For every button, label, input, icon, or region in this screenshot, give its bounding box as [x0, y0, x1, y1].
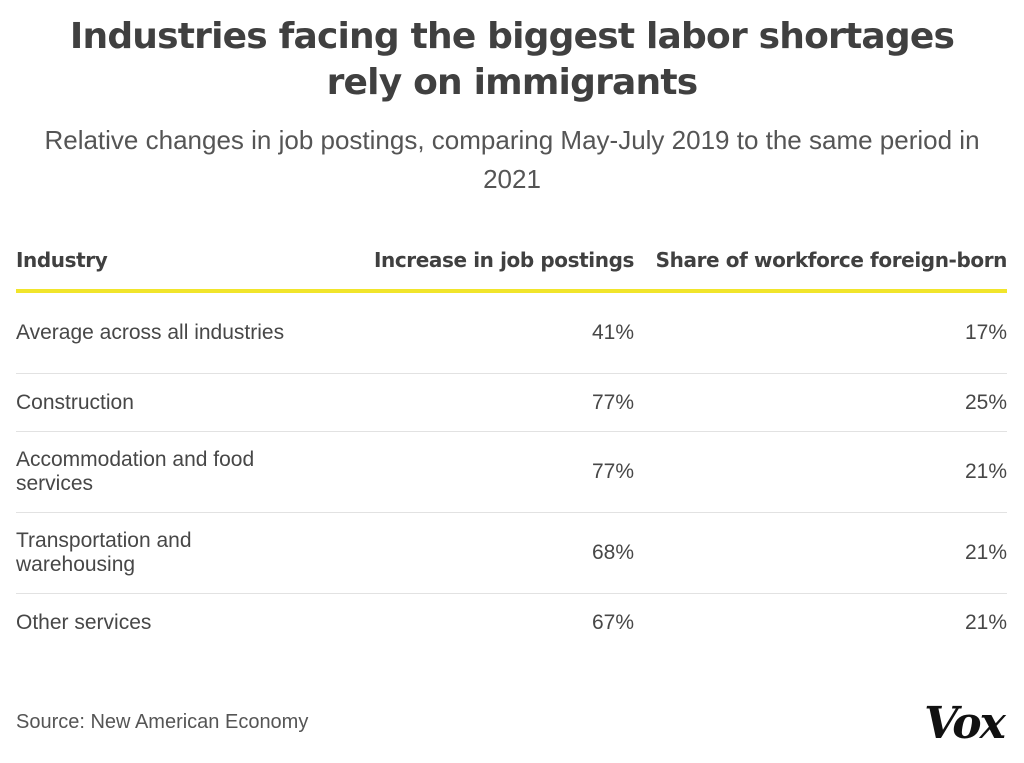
- share-cell: 25%: [634, 373, 1007, 432]
- increase-cell: 68%: [336, 512, 634, 594]
- industry-cell: Other services: [16, 610, 152, 634]
- industry-cell: Accommodation and food services: [16, 431, 336, 513]
- chart-title: Industries facing the biggest labor shor…: [69, 16, 955, 103]
- increase-cell: 77%: [336, 431, 634, 513]
- increase-cell: 41%: [336, 291, 634, 374]
- increase-cell: 77%: [336, 373, 634, 432]
- vox-logo: Vox: [924, 698, 1008, 748]
- svg-text:Vox: Vox: [924, 698, 1006, 748]
- table-row: Accommodation and food services 77% 21%: [16, 431, 1007, 513]
- table-row: Construction 77% 25%: [16, 373, 1007, 432]
- column-header-industry: Industry: [16, 236, 336, 293]
- source-note: Source: New American Economy: [16, 711, 309, 733]
- table-header-row: Industry Increase in job postings Share …: [16, 236, 1007, 293]
- column-header-increase: Increase in job postings: [336, 236, 634, 293]
- column-header-share: Share of workforce foreign-born: [634, 236, 1007, 293]
- increase-cell: 67%: [591, 610, 634, 634]
- data-table: Industry Increase in job postings Share …: [16, 236, 1007, 651]
- industry-cell: Average across all industries: [16, 291, 336, 374]
- table-row: Other services 67% 21%: [16, 594, 1007, 652]
- share-cell: 21%: [634, 512, 1007, 594]
- share-cell: 21%: [634, 431, 1007, 513]
- industry-cell: Transportation and warehousing: [16, 512, 336, 594]
- chart-subtitle: Relative changes in job postings, compar…: [44, 125, 980, 194]
- table-row: Average across all industries 41% 17%: [16, 291, 1007, 374]
- industry-cell: Construction: [16, 373, 336, 432]
- table-row: Transportation and warehousing 68% 21%: [16, 512, 1007, 594]
- share-cell: 17%: [634, 291, 1007, 374]
- share-cell: 21%: [964, 610, 1007, 634]
